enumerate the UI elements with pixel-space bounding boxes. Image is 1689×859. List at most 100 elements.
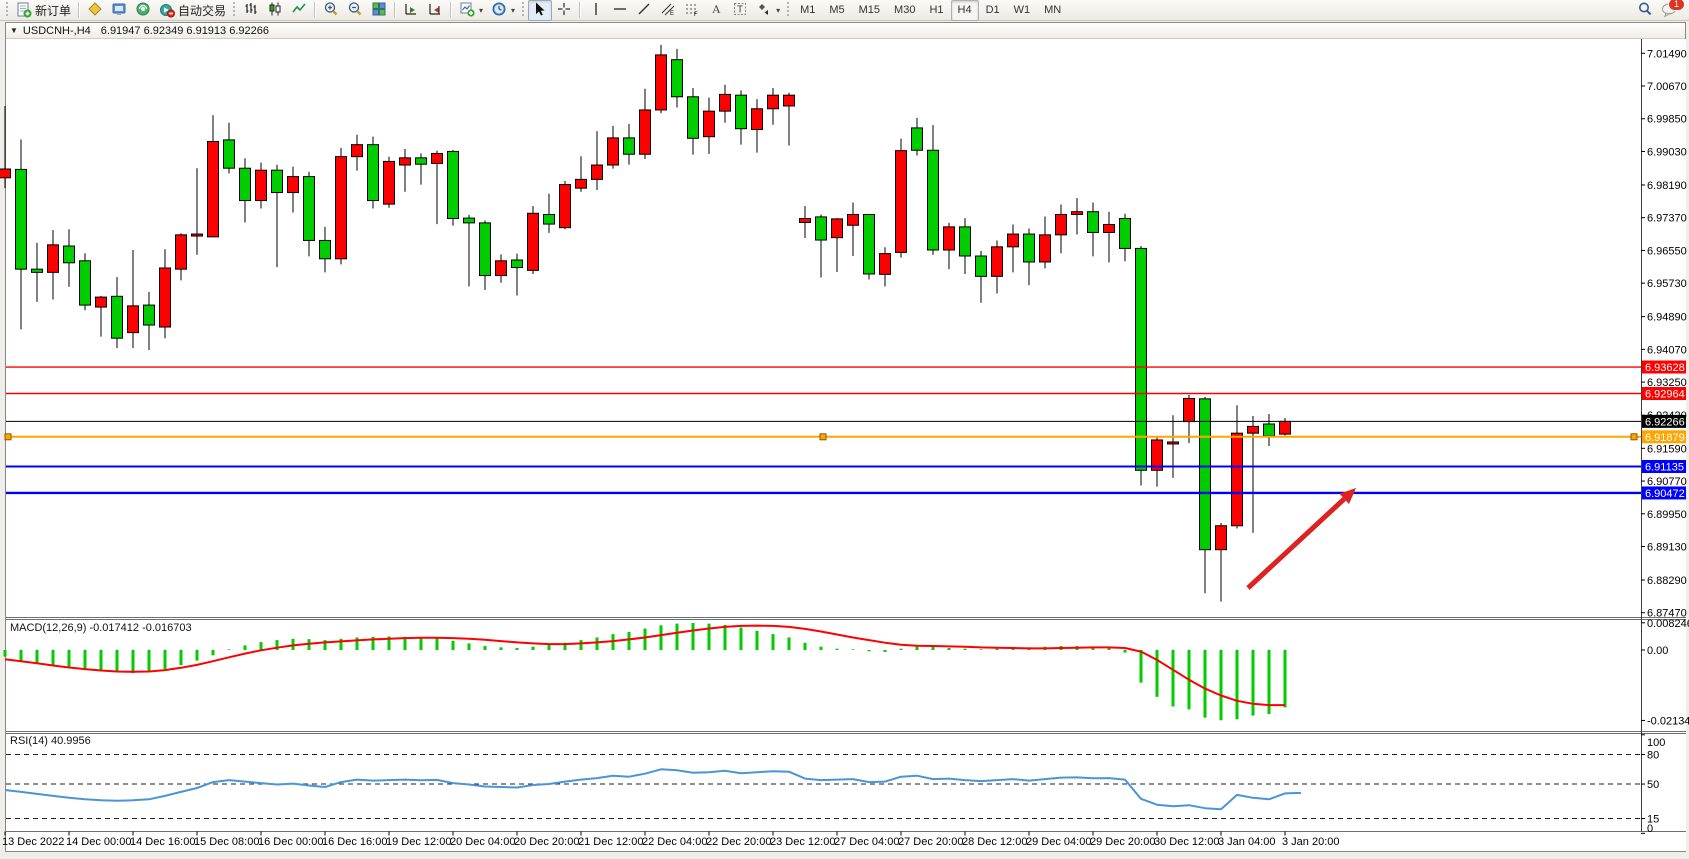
cursor-tool-button[interactable]	[528, 0, 553, 21]
tile-windows-button[interactable]	[367, 0, 391, 21]
rsi-tick-label: 0	[1647, 823, 1653, 835]
price-line-badge	[1642, 459, 1686, 473]
candle-body	[319, 239, 331, 260]
new-order-button[interactable]: 新订单	[12, 0, 75, 21]
time-tick-label: 22 Dec 04:00	[642, 836, 707, 848]
chart-menu-icon[interactable]: ▼	[10, 26, 18, 35]
autotrading-button[interactable]: 自动交易	[155, 0, 230, 21]
horizontal-line-tool-button[interactable]	[608, 0, 632, 21]
time-tick-label: 23 Dec 12:00	[770, 836, 835, 848]
candle-body	[975, 255, 987, 277]
notifications-button[interactable]: 1	[1657, 0, 1685, 21]
timeframe-h1-button[interactable]: H1	[929, 3, 944, 16]
timeframe-d1-button[interactable]: D1	[985, 3, 1000, 16]
text-tool-button[interactable]: A	[704, 0, 728, 21]
candle-body	[879, 253, 891, 275]
toolbar-separator	[579, 2, 582, 18]
time-tick-label: 19 Dec 12:00	[386, 836, 451, 848]
candle-body	[911, 127, 923, 151]
timeframe-h4-button[interactable]: H4	[950, 0, 979, 21]
candle-body	[735, 94, 747, 130]
candle-body	[543, 214, 555, 225]
vertical-line-tool-button[interactable]	[584, 0, 608, 21]
hline-handle[interactable]	[4, 433, 12, 441]
candle-body	[1119, 217, 1131, 249]
timeframe-m15-button[interactable]: M15	[858, 3, 881, 16]
candle-body	[95, 296, 107, 308]
trendline-icon	[636, 1, 652, 20]
candle-body	[495, 260, 507, 277]
chart-titlebar[interactable]: ▼ USDCNH-,H4 6.91947 6.92349 6.91913 6.9…	[6, 23, 1685, 39]
timeframe-mn-button[interactable]: MN	[1044, 3, 1062, 16]
bar-chart-button[interactable]	[239, 0, 263, 21]
toolbar-grip[interactable]	[521, 2, 527, 18]
metaeditor-button[interactable]	[83, 0, 107, 21]
macd-tick-label: -0.021344	[1647, 715, 1689, 727]
arrange-left-button[interactable]	[399, 0, 423, 21]
macd-signal-line	[4, 624, 1285, 707]
candle-chart-button[interactable]	[263, 0, 287, 21]
line-chart-button[interactable]	[287, 0, 311, 21]
price-line-badge-label: 6.93628	[1645, 362, 1685, 374]
candle-body	[703, 110, 715, 138]
arrow-annotation-shaft[interactable]	[1246, 497, 1346, 590]
chart-background[interactable]	[6, 39, 1686, 851]
candle-body	[1023, 233, 1035, 263]
candle-body	[351, 144, 363, 158]
time-tick-label: 20 Dec 20:00	[514, 836, 579, 848]
timeframe-m1-button[interactable]: M1	[800, 3, 816, 16]
zoom-out-button[interactable]	[343, 0, 367, 21]
toolbar-grip[interactable]	[786, 2, 792, 18]
candle-body	[527, 212, 539, 271]
price-tick-label: 6.93250	[1647, 377, 1687, 389]
candle-body	[1167, 441, 1179, 445]
dropdown-caret-icon: ▾	[776, 5, 781, 15]
signals-button[interactable]	[131, 0, 155, 21]
trendline-tool-button[interactable]	[632, 0, 656, 21]
periods-button[interactable]: ▾	[487, 0, 519, 21]
search-button[interactable]	[1633, 0, 1657, 21]
arrows-tool-button[interactable]: ▾	[752, 0, 784, 21]
price-tick-label: 6.90770	[1647, 476, 1687, 488]
timeframe-m30-button[interactable]: M30	[894, 3, 916, 16]
arrange-right-button[interactable]	[423, 0, 447, 21]
candle-body	[959, 226, 971, 257]
hline-handle[interactable]	[1630, 433, 1638, 441]
text-label-tool-button[interactable]: T	[728, 0, 752, 21]
toolbar-grip[interactable]	[5, 2, 10, 18]
candle-body	[367, 144, 379, 202]
signals-icon	[135, 1, 151, 20]
new-order-label: 新订单	[35, 3, 72, 18]
clock-icon	[491, 1, 507, 20]
arrow-annotation-head[interactable]	[1339, 488, 1357, 504]
zoom-in-button[interactable]	[319, 0, 343, 21]
rsi-tick-label: 50	[1647, 779, 1659, 791]
hline-handle[interactable]	[819, 433, 827, 441]
crosshair-tool-button[interactable]	[552, 0, 576, 21]
price-tick-label: 6.97370	[1647, 213, 1687, 225]
rsi-tick-label: 100	[1647, 737, 1665, 749]
candle-body	[303, 176, 315, 241]
fibonacci-tool-button[interactable]: F	[680, 0, 704, 21]
candle-body	[415, 157, 427, 165]
toolbar-grip[interactable]	[232, 2, 238, 18]
chart-symbol-period: USDCNH-,H4	[22, 24, 91, 37]
price-line-badge-label: 6.92266	[1645, 416, 1685, 428]
candle-body	[383, 160, 395, 205]
candle-body	[399, 157, 411, 166]
timeframe-w1-button[interactable]: W1	[1013, 3, 1031, 16]
candle-body	[863, 214, 875, 275]
candle-body	[1087, 211, 1099, 233]
channel-tool-button[interactable]: E	[656, 0, 680, 21]
terminal-button[interactable]	[107, 0, 131, 21]
new-chart-button[interactable]: ▾	[455, 0, 487, 21]
arrange-left-icon	[403, 1, 419, 20]
candle-body	[1183, 397, 1195, 423]
candle-body	[719, 93, 731, 112]
macd-tick-label: 0.008246	[1647, 618, 1689, 630]
candle-body	[431, 152, 443, 164]
candle-body	[479, 222, 491, 277]
timeframe-m5-button[interactable]: M5	[829, 3, 845, 16]
